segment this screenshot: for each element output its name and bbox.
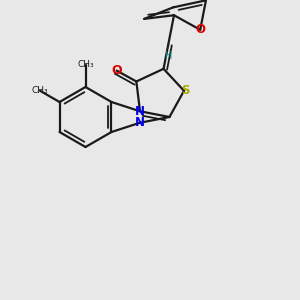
Text: H: H — [165, 51, 172, 61]
Text: O: O — [195, 23, 205, 36]
Text: N: N — [135, 116, 145, 129]
Text: S: S — [181, 84, 190, 97]
Text: N: N — [135, 105, 145, 118]
Text: O: O — [111, 64, 122, 77]
Text: CH₃: CH₃ — [32, 86, 48, 95]
Text: CH₃: CH₃ — [77, 60, 94, 69]
